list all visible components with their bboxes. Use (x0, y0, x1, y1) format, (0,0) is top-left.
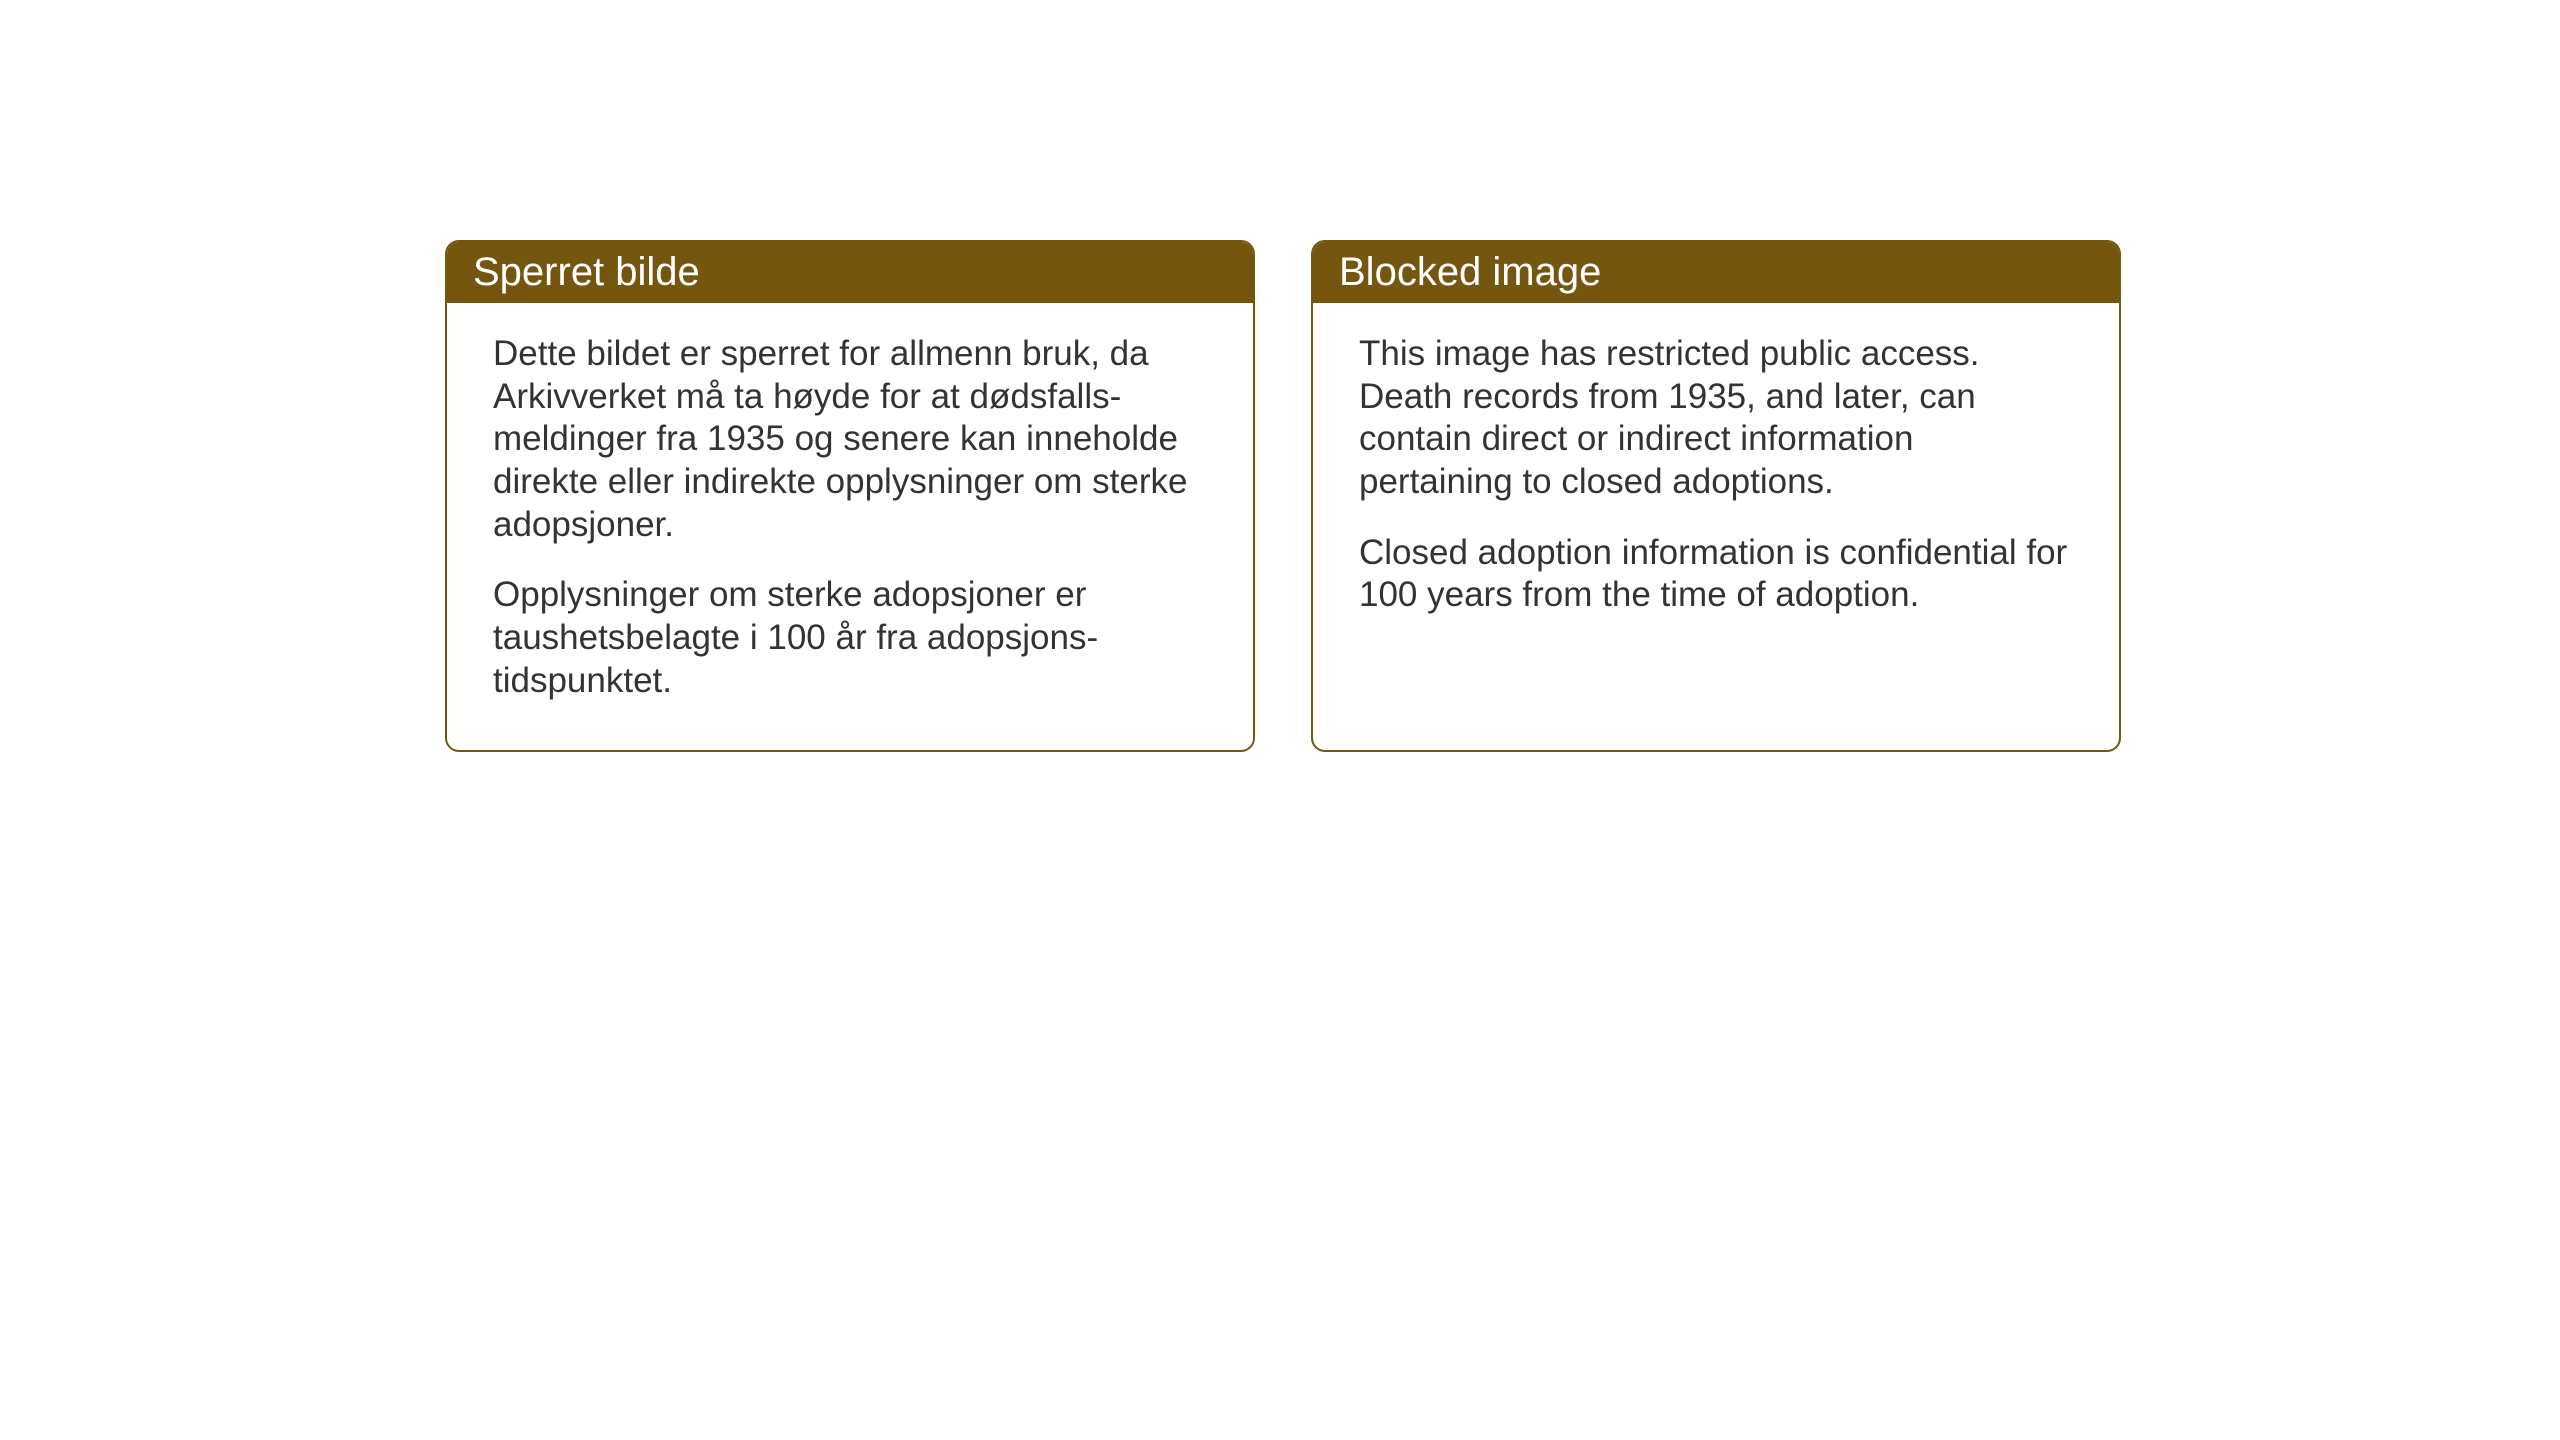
card-paragraph: Closed adoption information is confident… (1359, 532, 2073, 617)
cards-container: Sperret bilde Dette bildet er sperret fo… (445, 240, 2121, 752)
card-paragraph: This image has restricted public access.… (1359, 333, 2073, 504)
card-header-norwegian: Sperret bilde (447, 242, 1253, 303)
card-header-english: Blocked image (1313, 242, 2119, 303)
card-paragraph: Opplysninger om sterke adopsjoner er tau… (493, 574, 1207, 702)
card-body-norwegian: Dette bildet er sperret for allmenn bruk… (447, 303, 1253, 743)
card-body-english: This image has restricted public access.… (1313, 303, 2119, 657)
card-norwegian: Sperret bilde Dette bildet er sperret fo… (445, 240, 1255, 752)
card-english: Blocked image This image has restricted … (1311, 240, 2121, 752)
card-paragraph: Dette bildet er sperret for allmenn bruk… (493, 333, 1207, 546)
